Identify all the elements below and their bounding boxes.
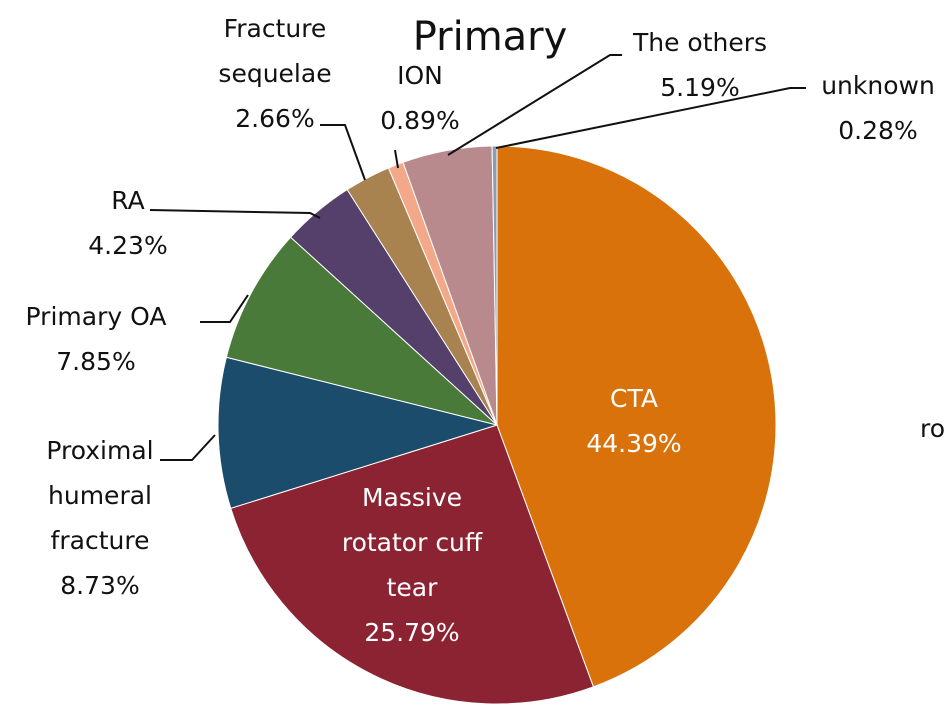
slice-label: unknown 0.28%: [808, 63, 946, 153]
slice-label: CTA 44.39%: [574, 376, 694, 466]
pie-slice: [491, 145, 498, 426]
chart-title: Primary: [412, 14, 568, 60]
value-label: 25.79%: [364, 618, 460, 647]
value-label: 4.23%: [88, 231, 168, 260]
leader-line: [447, 54, 622, 156]
slice-label: RA 4.23%: [68, 178, 188, 268]
slice-label: ION 0.89%: [370, 53, 470, 143]
value-label: 8.73%: [60, 571, 140, 600]
leader-line: [160, 434, 216, 461]
value-label: 2.66%: [235, 104, 315, 133]
category-label: Proximal humeral fracture: [46, 436, 154, 555]
slice-label: Fracture sequelae 2.66%: [210, 6, 340, 141]
leader-line: [320, 124, 366, 181]
pie-slice: [230, 424, 595, 705]
leader-line: [394, 149, 399, 169]
value-label: 0.28%: [838, 116, 918, 145]
category-label: unknown: [821, 71, 935, 100]
category-label: Massive rotator cuff tear: [341, 483, 483, 602]
slice-label: The others 5.19%: [600, 20, 800, 110]
slice-label: Primary OA 7.85%: [0, 294, 206, 384]
value-label: 5.19%: [660, 73, 740, 102]
annotation: ro: [920, 414, 946, 443]
pie-slice: [217, 356, 499, 509]
leader-lines: [149, 54, 806, 461]
value-label: 44.39%: [586, 429, 682, 458]
leader-line: [200, 294, 249, 323]
category-label: The others: [632, 28, 768, 57]
slice-label: Proximal humeral fracture 8.73%: [35, 428, 165, 608]
leader-line: [149, 209, 321, 219]
pie-slice: [496, 145, 777, 688]
category-label: Primary OA: [25, 302, 167, 331]
category-label: RA: [111, 186, 145, 215]
slice-label: Massive rotator cuff tear 25.79%: [330, 475, 495, 655]
category-label: ION: [397, 61, 443, 90]
leader-line: [495, 87, 806, 149]
category-label: Fracture sequelae: [218, 14, 332, 88]
category-label: CTA: [610, 384, 658, 413]
value-label: 0.89%: [380, 106, 460, 135]
value-label: 7.85%: [56, 347, 136, 376]
pie-slice: [225, 236, 498, 426]
